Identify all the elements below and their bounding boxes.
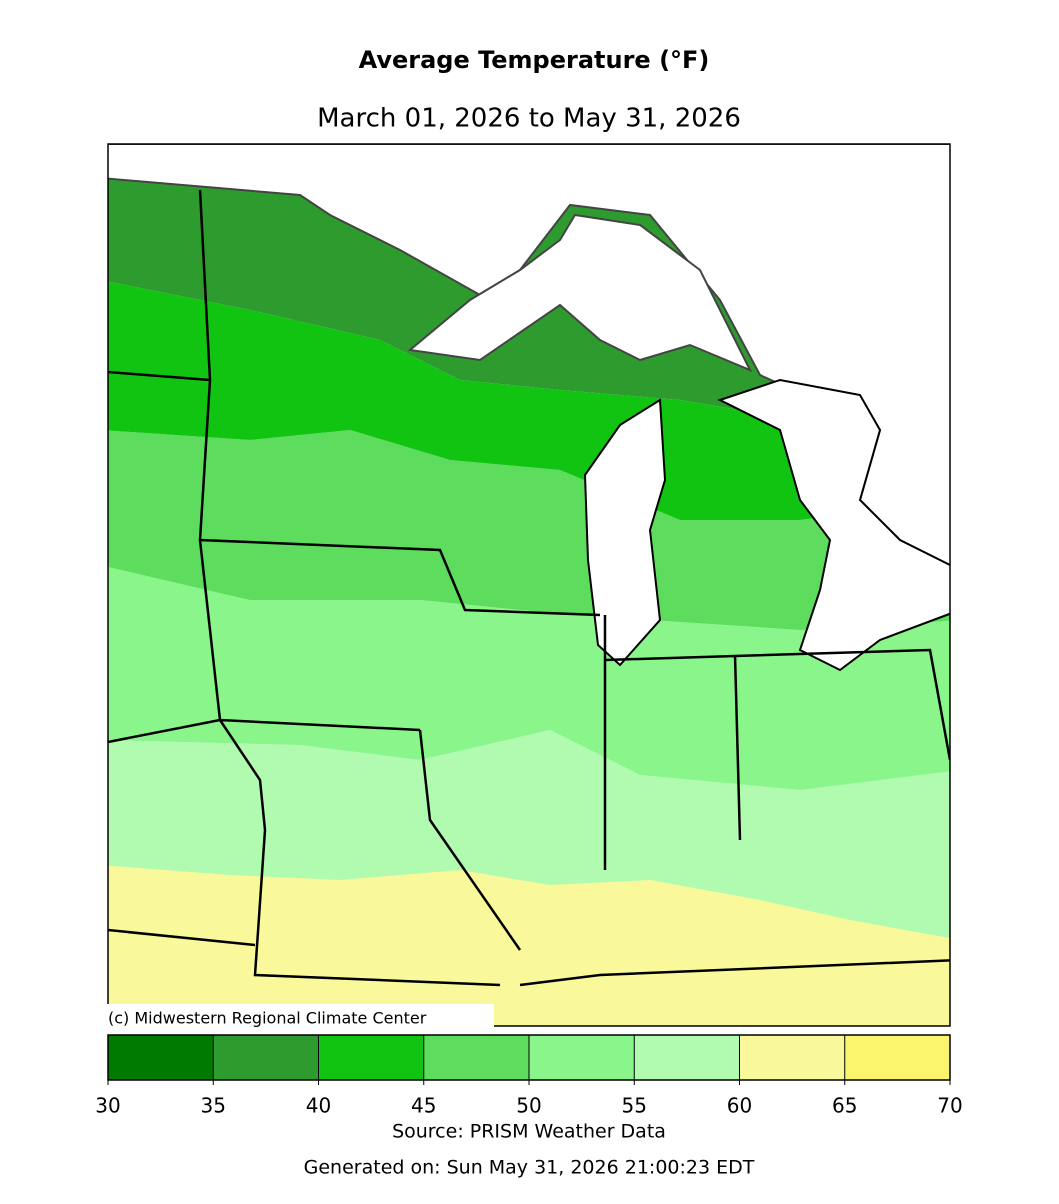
- colorbar-tick-label: 70: [937, 1094, 962, 1118]
- temp-band: [108, 430, 950, 630]
- temp-band: [108, 562, 950, 790]
- lake-superior: [407, 213, 753, 372]
- temp-band: [108, 730, 950, 939]
- colorbar-tick-label: 35: [201, 1094, 226, 1118]
- source: Source: PRISM Weather Data: [392, 1121, 666, 1143]
- map: [108, 144, 950, 1026]
- colorbar: 30 35 40 45 50 55 60 65 70: [95, 1034, 963, 1118]
- generated: Generated on: Sun May 31, 2026 21:00:23 …: [304, 1157, 755, 1179]
- lake-michigan: [583, 398, 667, 667]
- temp-band: [108, 281, 950, 520]
- colorbar-segment: [423, 1035, 529, 1080]
- colorbar-segment: [108, 1035, 214, 1080]
- colorbar-tick-label: 30: [95, 1094, 120, 1118]
- colorbar-segment: [529, 1035, 635, 1080]
- colorbar-tick-label: 40: [306, 1094, 331, 1118]
- temp-band: [108, 860, 950, 1026]
- lake-huron-erie: [717, 378, 950, 672]
- colorbar-segment: [318, 1035, 424, 1080]
- map-title: Average Temperature (°F): [359, 46, 710, 74]
- colorbar-tick-label: 50: [516, 1094, 541, 1118]
- state-borders: [108, 189, 950, 987]
- colorbar-segment: [844, 1035, 950, 1080]
- colorbar-tick-label: 60: [727, 1094, 752, 1118]
- colorbar-tick-label: 65: [832, 1094, 857, 1118]
- colorbar-frame: [107, 1034, 951, 1081]
- colorbar-tick-label: 45: [411, 1094, 436, 1118]
- credit-box: [104, 1004, 494, 1030]
- colorbar-segment: [634, 1035, 740, 1080]
- colorbar-segment: [213, 1035, 319, 1080]
- map-frame: [107, 143, 951, 1027]
- map-subtitle: March 01, 2026 to May 31, 2026: [317, 104, 741, 134]
- colorbar-segment: [739, 1035, 845, 1080]
- credit: (c) Midwestern Regional Climate Center: [108, 1009, 427, 1028]
- colorbar-tick-label: 55: [622, 1094, 647, 1118]
